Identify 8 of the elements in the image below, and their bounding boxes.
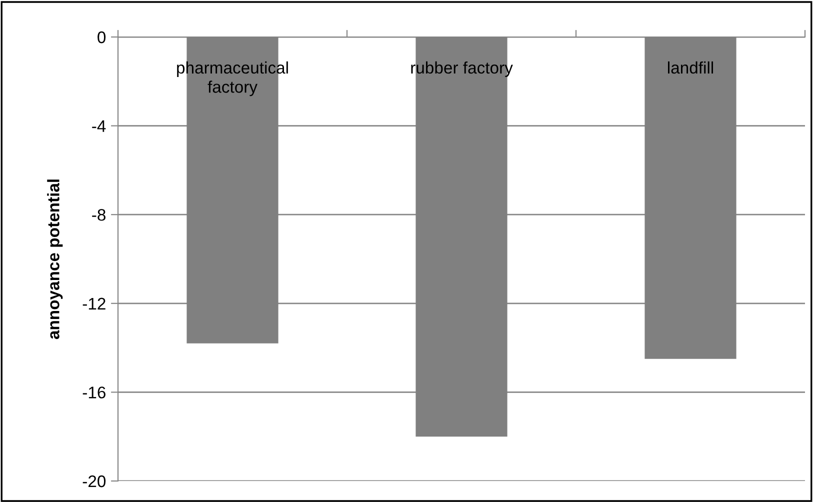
y-tick-label: -16 xyxy=(82,386,106,398)
x-tick-label: landfill xyxy=(668,61,714,74)
y-tick-label: -8 xyxy=(92,209,106,221)
y-axis-title: annoyance potential xyxy=(47,180,63,340)
y-tick-label: -20 xyxy=(82,475,106,488)
y-tick-label: -12 xyxy=(82,298,106,310)
y-tick-label: 0 xyxy=(98,31,106,44)
y-tick-label: -4 xyxy=(92,120,106,132)
